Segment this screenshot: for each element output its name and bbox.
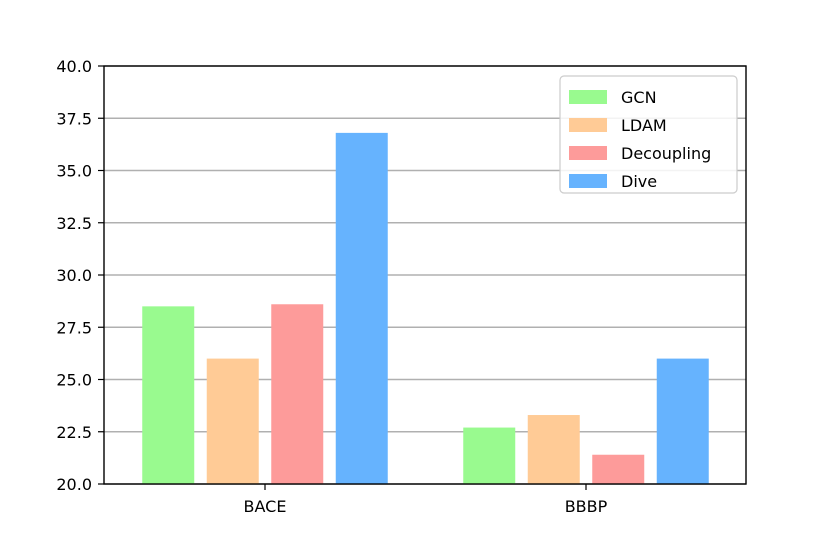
legend-box [559, 75, 738, 194]
legend-swatch-decoupling [569, 146, 607, 160]
y-tick-label: 27.5 [56, 318, 92, 337]
legend-swatch-dive [569, 174, 607, 188]
bars [142, 132, 709, 484]
legend-label-gcn: GCN [621, 88, 657, 107]
y-tick-label: 35.0 [56, 162, 92, 181]
bar-decoupling-bace [271, 304, 324, 484]
y-tick-label: 25.0 [56, 371, 92, 390]
legend-label-ldam: LDAM [621, 116, 667, 135]
x-tick-label: BBBP [565, 497, 608, 516]
y-tick-label: 20.0 [56, 475, 92, 494]
legend-label-dive: Dive [621, 172, 657, 191]
legend-swatch-ldam [569, 118, 607, 132]
axes: 20.0 22.5 25.0 27.5 30.0 32.5 35.0 37.5 40.0 BACE… [56, 57, 747, 516]
bar-decoupling-bbbp [592, 454, 645, 484]
bar-dive-bbbp [656, 358, 709, 484]
x-tick-label: BACE [244, 497, 287, 516]
legend-label-decoupling: Decoupling [621, 144, 711, 163]
y-tick-label: 40.0 [56, 57, 92, 76]
y-tick-label: 32.5 [56, 214, 92, 233]
bar-ldam-bace [206, 358, 259, 484]
bar-dive-bace [335, 132, 388, 484]
bar-gcn-bbbp [463, 427, 516, 484]
y-tick-label: 30.0 [56, 266, 92, 285]
plot-frame [103, 65, 747, 485]
bar-ldam-bbbp [527, 415, 580, 484]
bar-gcn-bace [142, 306, 195, 484]
y-tick-label: 37.5 [56, 109, 92, 128]
legend: GCN LDAM Decoupling Dive [559, 75, 738, 194]
y-tick-label: 22.5 [56, 423, 92, 442]
legend-swatch-gcn [569, 90, 607, 104]
